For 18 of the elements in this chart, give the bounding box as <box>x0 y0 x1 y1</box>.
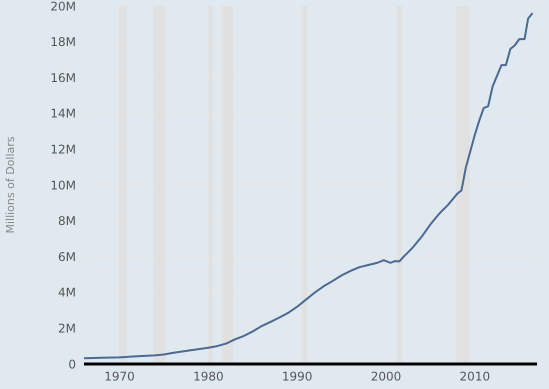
y-tick-label: 0 <box>68 357 76 372</box>
y-tick-label: 12M <box>50 142 76 156</box>
x-tick-label: 1980 <box>193 370 224 384</box>
y-tick-label: 6M <box>58 250 76 264</box>
y-tick-label: 2M <box>58 321 76 336</box>
y-axis-title: Millions of Dollars <box>4 136 17 234</box>
line-series <box>84 12 534 360</box>
y-tick-label: 10M <box>50 178 76 192</box>
y-tick-label: 18M <box>50 35 76 50</box>
y-tick-label: 14M <box>50 106 76 121</box>
x-tick-label: 1990 <box>282 370 312 384</box>
x-tick-label: 2000 <box>370 370 402 384</box>
y-tick-label: 20M <box>50 0 76 14</box>
x-tick-label: 2010 <box>460 370 490 384</box>
y-tick-label: 4M <box>58 286 76 300</box>
y-tick-label: 8M <box>58 214 76 228</box>
y-tick-label: 16M <box>50 70 76 85</box>
x-tick-label: 1970 <box>104 370 135 384</box>
